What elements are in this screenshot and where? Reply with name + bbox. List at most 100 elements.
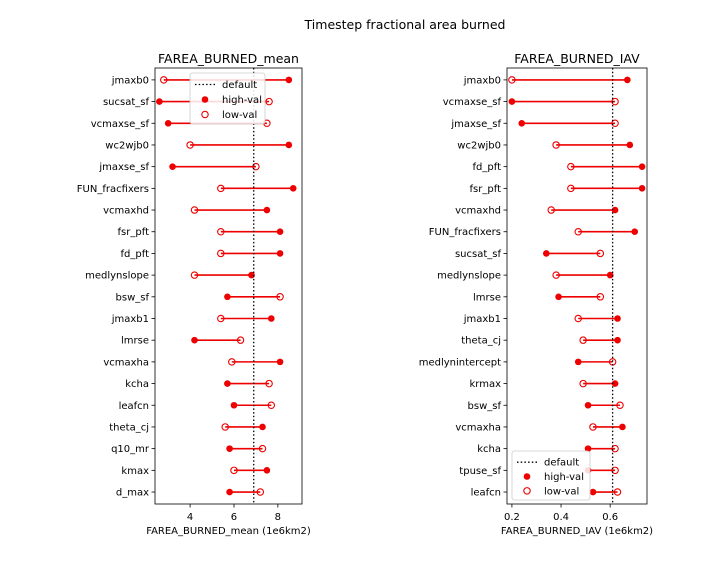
- y-tick-label: vcmaxse_sf: [443, 97, 502, 108]
- high-val-marker: [285, 76, 293, 84]
- low-val-marker: [190, 206, 199, 214]
- low-val-marker: [265, 97, 273, 106]
- legend: default high-val low-val: [189, 72, 266, 125]
- high-val-marker: [584, 445, 592, 452]
- low-val-marker: [228, 358, 236, 366]
- y-tick-label: bsw_sf: [468, 401, 502, 412]
- panel-farea-burned-mean: FAREA_BURNED_mean jmaxb0 sucsat_sf vcmaxse_…: [77, 51, 311, 537]
- x-tick-label: 0.6: [602, 512, 618, 523]
- high-val-marker: [626, 141, 634, 149]
- y-tick-label: vcmaxse_sf: [91, 119, 150, 130]
- panel-farea-burned-iav: FAREA_BURNED_IAV jmaxb0 vcmaxse_sf jmaxse_s…: [419, 51, 653, 537]
- panel-title: FAREA_BURNED_IAV: [514, 51, 640, 66]
- legend-box: [189, 72, 266, 125]
- y-tick-label: medlynslope: [437, 271, 501, 282]
- y-tick-label: wc2wjb0: [105, 140, 149, 151]
- low-val-marker: [552, 271, 560, 279]
- high-val-marker: [611, 206, 619, 214]
- y-tick-label: sucsat_sf: [455, 249, 502, 260]
- high-val-marker: [263, 467, 271, 474]
- low-val-marker: [221, 423, 229, 431]
- y-tick-label: d_max: [116, 488, 149, 499]
- high-val-marker: [508, 98, 516, 105]
- low-val-marker: [611, 97, 619, 106]
- y-tick-label: kmax: [121, 466, 149, 477]
- low-val-marker: [217, 314, 225, 323]
- x-tick-label: 4: [187, 512, 193, 523]
- legend-label: high-val: [222, 95, 262, 106]
- low-val-marker: [230, 466, 238, 475]
- high-val-marker: [156, 98, 163, 105]
- low-val-marker: [567, 162, 575, 171]
- high-val-marker: [606, 271, 614, 279]
- y-tick-label: lmrse: [121, 336, 149, 347]
- y-tick-label: kcha: [477, 444, 501, 455]
- high-val-marker: [638, 163, 646, 170]
- high-val-marker: [263, 206, 271, 214]
- y-tick-label: theta_cj: [109, 422, 149, 433]
- y-tick-label: jmaxse_sf: [98, 162, 149, 173]
- low-val-marker: [574, 314, 582, 323]
- high-val-marker: [614, 336, 621, 344]
- low-val-marker: [611, 444, 619, 453]
- low-val-marker: [236, 336, 245, 344]
- y-tick-label: vcmaxha: [455, 422, 501, 433]
- high-val-marker: [248, 271, 255, 279]
- legend-label: low-val: [544, 486, 579, 497]
- high-val-marker: [226, 445, 233, 452]
- x-tick-label: 0.4: [553, 512, 569, 523]
- high-val-marker: [276, 358, 284, 366]
- low-val-marker: [567, 184, 575, 193]
- low-val-marker: [265, 379, 273, 388]
- high-val-marker: [285, 141, 293, 149]
- high-val-marker: [518, 119, 526, 127]
- legend-label: default: [544, 458, 579, 469]
- high-val-marker: [276, 250, 284, 257]
- low-val-marker: [256, 488, 265, 496]
- y-tick-label: bsw_sf: [116, 292, 150, 303]
- y-tick-label: fsr_pft: [118, 227, 150, 238]
- high-val-marker: [224, 293, 231, 301]
- high-val-marker: [624, 76, 631, 84]
- high-val-marker: [267, 315, 275, 322]
- y-tick-label: jmaxse_sf: [450, 119, 501, 130]
- x-axis-label: FAREA_BURNED_mean (1e6km2): [146, 526, 311, 537]
- high-val-marker: [589, 488, 597, 496]
- low-val-marker: [217, 227, 225, 236]
- y-tick-label: fsr_pft: [470, 184, 502, 195]
- y-tick-label: medlynintercept: [419, 357, 501, 368]
- high-val-marker: [276, 228, 284, 236]
- low-val-marker: [267, 401, 276, 410]
- x-tick-label: 0.2: [504, 512, 520, 523]
- low-val-marker: [611, 119, 619, 128]
- y-tick-label: jmaxb1: [463, 314, 501, 325]
- legend-low-val-swatch: [523, 487, 531, 495]
- low-val-marker: [160, 76, 168, 84]
- y-tick-label: lmrse: [473, 292, 501, 303]
- high-val-marker: [230, 401, 238, 409]
- y-tick-label: krmax: [469, 379, 501, 390]
- low-val-marker: [589, 423, 597, 431]
- y-tick-label: vcmaxha: [103, 357, 149, 368]
- high-val-marker: [259, 423, 266, 431]
- axes-frame: [506, 67, 648, 505]
- high-val-marker: [584, 401, 592, 409]
- x-tick-label: 6: [231, 512, 237, 523]
- y-tick-label: fd_pft: [473, 162, 502, 173]
- y-tick-label: tpuse_sf: [459, 466, 501, 477]
- y-tick-label: FUN_fracfixers: [77, 184, 149, 195]
- axes-frame: [154, 67, 303, 505]
- y-tick-label: jmaxb1: [111, 314, 149, 325]
- high-val-marker: [169, 163, 176, 170]
- high-val-marker: [614, 315, 621, 322]
- x-tick-label: 8: [275, 512, 281, 523]
- low-val-marker: [579, 379, 587, 388]
- figure-title: Timestep fractional area burned: [304, 17, 506, 32]
- y-tick-label: q10_mr: [111, 444, 150, 455]
- y-tick-label: FUN_fracfixers: [429, 227, 501, 238]
- high-val-marker: [191, 336, 198, 344]
- legend-label: default: [222, 80, 257, 91]
- high-val-marker: [164, 119, 172, 127]
- low-val-marker: [596, 249, 605, 258]
